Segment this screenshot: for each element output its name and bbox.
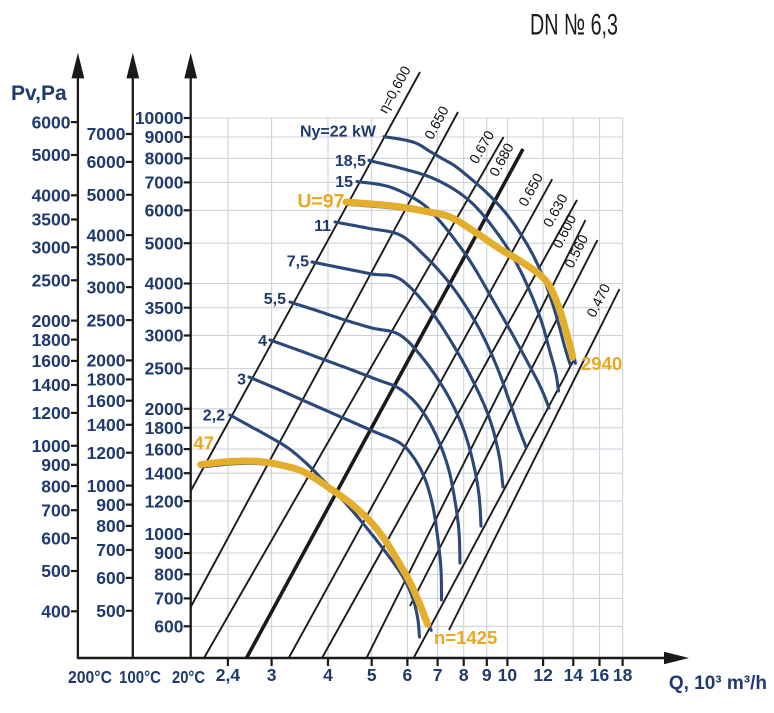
svg-text:9: 9 — [482, 665, 492, 685]
svg-text:4000: 4000 — [32, 186, 71, 206]
svg-text:1600: 1600 — [87, 391, 126, 411]
svg-text:9000: 9000 — [145, 127, 184, 147]
svg-text:5000: 5000 — [145, 233, 184, 253]
svg-text:1800: 1800 — [32, 330, 71, 350]
svg-text:10000: 10000 — [135, 108, 184, 128]
svg-text:600: 600 — [41, 528, 70, 548]
svg-text:1800: 1800 — [145, 418, 184, 438]
svg-text:3: 3 — [267, 665, 277, 685]
svg-text:Ny=22 kW: Ny=22 kW — [300, 124, 377, 141]
svg-text:1000: 1000 — [87, 476, 126, 496]
svg-text:10: 10 — [498, 665, 518, 685]
svg-text:5,5: 5,5 — [264, 291, 286, 308]
svg-text:600: 600 — [96, 568, 125, 588]
svg-text:3000: 3000 — [87, 277, 126, 297]
svg-text:800: 800 — [154, 565, 183, 585]
svg-text:800: 800 — [96, 516, 125, 536]
svg-text:400: 400 — [41, 602, 70, 622]
svg-text:6000: 6000 — [145, 201, 184, 221]
svg-text:U=97: U=97 — [297, 191, 344, 213]
svg-text:4000: 4000 — [87, 225, 126, 245]
svg-text:2000: 2000 — [145, 399, 184, 419]
svg-text:5000: 5000 — [87, 185, 126, 205]
svg-text:6: 6 — [403, 665, 413, 685]
svg-text:12: 12 — [533, 665, 553, 685]
svg-text:2500: 2500 — [145, 359, 184, 379]
svg-text:900: 900 — [154, 543, 183, 563]
svg-text:2,4: 2,4 — [216, 665, 241, 685]
svg-text:3000: 3000 — [145, 326, 184, 346]
svg-text:1200: 1200 — [32, 403, 71, 423]
svg-text:18,5: 18,5 — [335, 153, 366, 170]
svg-text:6000: 6000 — [87, 152, 126, 172]
svg-text:3: 3 — [237, 372, 246, 389]
svg-text:5: 5 — [367, 665, 377, 685]
svg-text:47: 47 — [193, 433, 214, 454]
svg-text:1000: 1000 — [32, 436, 71, 456]
svg-text:600: 600 — [154, 617, 183, 637]
svg-text:7,5: 7,5 — [287, 254, 309, 271]
svg-text:18: 18 — [613, 665, 633, 685]
svg-text:1400: 1400 — [145, 463, 184, 483]
svg-text:100°C: 100°C — [119, 667, 161, 687]
svg-text:2500: 2500 — [87, 310, 126, 330]
svg-text:200°C: 200°C — [68, 667, 112, 687]
svg-text:2500: 2500 — [32, 271, 71, 291]
svg-text:n=1425: n=1425 — [434, 627, 497, 648]
svg-text:8: 8 — [459, 665, 469, 685]
svg-text:DN № 6,3: DN № 6,3 — [530, 8, 618, 41]
svg-text:15: 15 — [335, 174, 353, 191]
svg-text:Q, 10³ m³/h: Q, 10³ m³/h — [669, 673, 767, 694]
svg-text:14: 14 — [564, 665, 584, 685]
svg-text:4: 4 — [258, 333, 267, 350]
svg-text:3000: 3000 — [32, 238, 71, 258]
svg-text:500: 500 — [41, 561, 70, 581]
svg-text:2000: 2000 — [87, 351, 126, 371]
svg-text:500: 500 — [96, 601, 125, 621]
svg-text:7000: 7000 — [87, 124, 126, 144]
svg-text:11: 11 — [314, 218, 331, 235]
svg-text:16: 16 — [590, 665, 610, 685]
svg-text:1000: 1000 — [145, 524, 184, 544]
svg-text:3500: 3500 — [87, 250, 126, 270]
svg-text:2,2: 2,2 — [203, 408, 225, 425]
svg-text:7: 7 — [433, 665, 443, 685]
svg-text:1200: 1200 — [87, 443, 126, 463]
svg-text:2000: 2000 — [32, 311, 71, 331]
svg-text:7000: 7000 — [145, 173, 184, 193]
svg-text:2940: 2940 — [581, 353, 622, 374]
svg-text:Pv,Pa: Pv,Pa — [11, 82, 67, 105]
svg-text:1400: 1400 — [87, 415, 126, 435]
svg-text:900: 900 — [96, 495, 125, 515]
svg-text:700: 700 — [96, 540, 125, 560]
svg-text:5000: 5000 — [32, 145, 71, 165]
svg-text:4: 4 — [323, 665, 333, 685]
svg-text:700: 700 — [41, 500, 70, 520]
svg-text:4000: 4000 — [145, 274, 184, 294]
svg-text:900: 900 — [41, 455, 70, 475]
svg-text:6000: 6000 — [32, 112, 71, 132]
svg-text:1800: 1800 — [87, 370, 126, 390]
svg-text:700: 700 — [154, 589, 183, 609]
svg-text:1200: 1200 — [145, 491, 184, 511]
svg-text:20°C: 20°C — [172, 667, 205, 687]
svg-text:8000: 8000 — [145, 149, 184, 169]
svg-text:1400: 1400 — [32, 375, 71, 395]
svg-text:1600: 1600 — [32, 351, 71, 371]
svg-text:1600: 1600 — [145, 439, 184, 459]
svg-text:3500: 3500 — [145, 298, 184, 318]
svg-text:800: 800 — [41, 476, 70, 496]
svg-text:3500: 3500 — [32, 210, 71, 230]
